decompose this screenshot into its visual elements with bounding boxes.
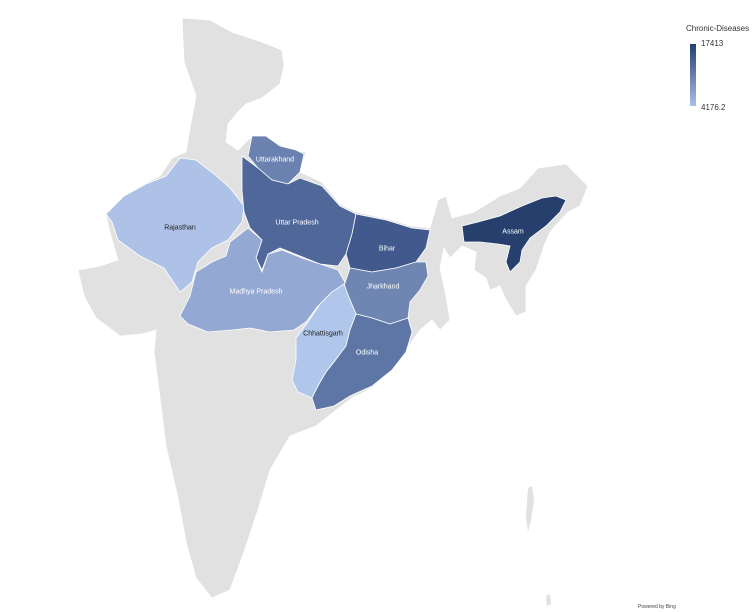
island-shape — [546, 594, 551, 606]
region-madhya-pradesh[interactable] — [179, 227, 347, 333]
label-uttarakhand: Uttarakhand — [255, 156, 295, 164]
region-uttarakhand[interactable] — [247, 135, 305, 185]
label-assam: Assam — [502, 228, 524, 236]
attribution-text: Powered by Bing — [638, 604, 676, 610]
label-jharkhand: Jharkhand — [366, 283, 400, 291]
island-shape — [526, 486, 534, 532]
label-bihar: Bihar — [378, 245, 396, 253]
legend-gradient-bar — [690, 44, 696, 106]
legend-min-label: 4176.2 — [701, 103, 726, 112]
label-chhattisgarh: Chhattisgarh — [303, 330, 343, 338]
region-rajasthan[interactable] — [105, 157, 245, 293]
label-madhya-pradesh: Madhya Pradesh — [229, 288, 283, 296]
label-odisha: Odisha — [355, 349, 379, 357]
legend-max-label: 17413 — [701, 39, 724, 48]
region-odisha[interactable] — [311, 313, 413, 411]
legend-title: Chronic-Diseases — [686, 24, 750, 33]
region-uttar-pradesh[interactable] — [241, 155, 357, 271]
color-legend: Chronic-Diseases 17413 4176.2 — [672, 24, 752, 114]
region-assam[interactable] — [461, 195, 567, 273]
label-uttar-pradesh: Uttar Pradesh — [275, 219, 319, 227]
label-rajasthan: Rajasthan — [164, 224, 196, 232]
